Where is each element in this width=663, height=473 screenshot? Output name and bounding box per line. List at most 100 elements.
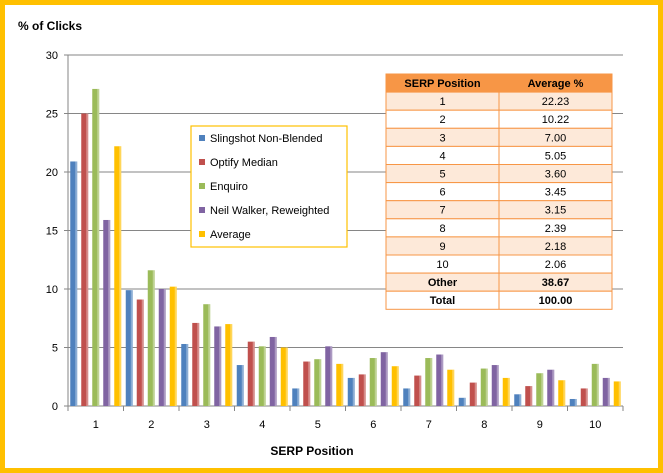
bar	[158, 289, 166, 406]
table-header-cell: SERP Position	[404, 78, 480, 90]
bar-highlight	[197, 322, 200, 406]
table-cell: 10.22	[542, 114, 570, 126]
table-cell: 3.45	[545, 187, 566, 199]
bar-highlight	[186, 343, 189, 406]
y-tick-label: 15	[46, 226, 58, 238]
bar-highlight	[208, 304, 211, 406]
bar	[425, 358, 433, 406]
table-cell: 5.05	[545, 150, 566, 162]
bar-highlight	[396, 366, 399, 406]
bar-highlight	[563, 380, 566, 406]
bar-highlight	[330, 346, 333, 406]
bar	[580, 388, 588, 406]
bar-highlight	[519, 394, 522, 406]
bar	[403, 388, 411, 406]
bar	[147, 270, 155, 406]
bar-highlight	[86, 113, 89, 406]
bar	[269, 336, 277, 406]
bar-highlight	[541, 373, 544, 406]
bar-highlight	[363, 374, 366, 406]
bar-highlight	[174, 286, 177, 406]
bar-highlight	[474, 382, 477, 406]
bar	[303, 361, 311, 406]
y-tick-label: 30	[46, 50, 58, 62]
bar-highlight	[119, 146, 122, 406]
average-table: SERP Position Average % 1 22.23 2 10.22 3 7.00 4…	[385, 73, 613, 310]
bar	[247, 341, 255, 406]
bar-highlight	[352, 377, 355, 406]
bar-highlight	[130, 290, 133, 406]
bar-highlight	[274, 336, 277, 406]
bar-highlight	[285, 347, 288, 406]
bar	[602, 377, 610, 406]
table-cell: 10	[436, 259, 448, 271]
bar	[125, 290, 133, 406]
bar	[347, 377, 355, 406]
bar	[169, 286, 177, 406]
table-cell: 9	[439, 241, 445, 253]
bar-highlight	[108, 219, 111, 406]
bar-highlight	[141, 299, 144, 406]
bar	[480, 368, 488, 406]
bar-highlight	[385, 352, 388, 406]
legend-label: Average	[210, 229, 251, 241]
bar-highlight	[97, 88, 100, 407]
bar-highlight	[297, 388, 300, 406]
bar-highlight	[552, 369, 555, 406]
table-cell: 2.39	[545, 223, 566, 235]
bar	[358, 374, 366, 406]
bar-highlight	[485, 368, 488, 406]
bar	[380, 352, 388, 406]
bar-highlight	[507, 377, 510, 406]
table-cell: 2.18	[545, 241, 566, 253]
bar-highlight	[496, 365, 499, 406]
bar-highlight	[618, 381, 621, 406]
table-cell: 6	[439, 187, 445, 199]
bar-highlight	[75, 161, 78, 406]
y-tick-label: 20	[46, 167, 58, 179]
x-tick-label: 4	[259, 419, 265, 431]
legend-label: Neil Walker, Reweighted	[210, 205, 329, 217]
legend-box	[190, 125, 348, 248]
legend-label: Enquiro	[210, 181, 248, 193]
table-cell: 2.06	[545, 259, 566, 271]
table-cell: 5	[439, 169, 445, 181]
bar	[92, 88, 100, 407]
bar-highlight	[430, 358, 433, 406]
bar	[181, 343, 189, 406]
table-cell: 7	[439, 205, 445, 217]
bars	[70, 88, 621, 407]
bar	[236, 365, 244, 406]
x-tick-label: 3	[204, 419, 210, 431]
bar-highlight	[152, 270, 155, 406]
bar-highlight	[419, 375, 422, 406]
table-cell: 38.67	[542, 277, 570, 289]
table-cell: 22.23	[542, 96, 570, 108]
x-tick-label: 9	[537, 419, 543, 431]
table-header-cell: Average %	[528, 78, 584, 90]
bar	[436, 354, 444, 406]
bar-highlight	[574, 398, 577, 406]
bar-highlight	[607, 377, 610, 406]
bar	[447, 369, 455, 406]
bar-highlight	[319, 359, 322, 406]
legend-swatch	[199, 135, 205, 141]
legend-swatch	[199, 231, 205, 237]
y-tick-label: 5	[52, 343, 58, 355]
bar	[391, 366, 399, 406]
bar	[81, 113, 89, 406]
bar	[414, 375, 422, 406]
bar	[192, 322, 200, 406]
table-cell: Total	[430, 295, 455, 307]
y-tick-label: 25	[46, 109, 58, 121]
legend-swatch	[199, 207, 205, 213]
bar-highlight	[374, 358, 377, 406]
legend-swatch	[199, 183, 205, 189]
bar-highlight	[341, 363, 344, 406]
x-axis-label: SERP Position	[270, 444, 353, 458]
bar-highlight	[252, 341, 255, 406]
x-tick-label: 8	[481, 419, 487, 431]
y-tick-label: 10	[46, 284, 58, 296]
bar-highlight	[163, 289, 166, 406]
